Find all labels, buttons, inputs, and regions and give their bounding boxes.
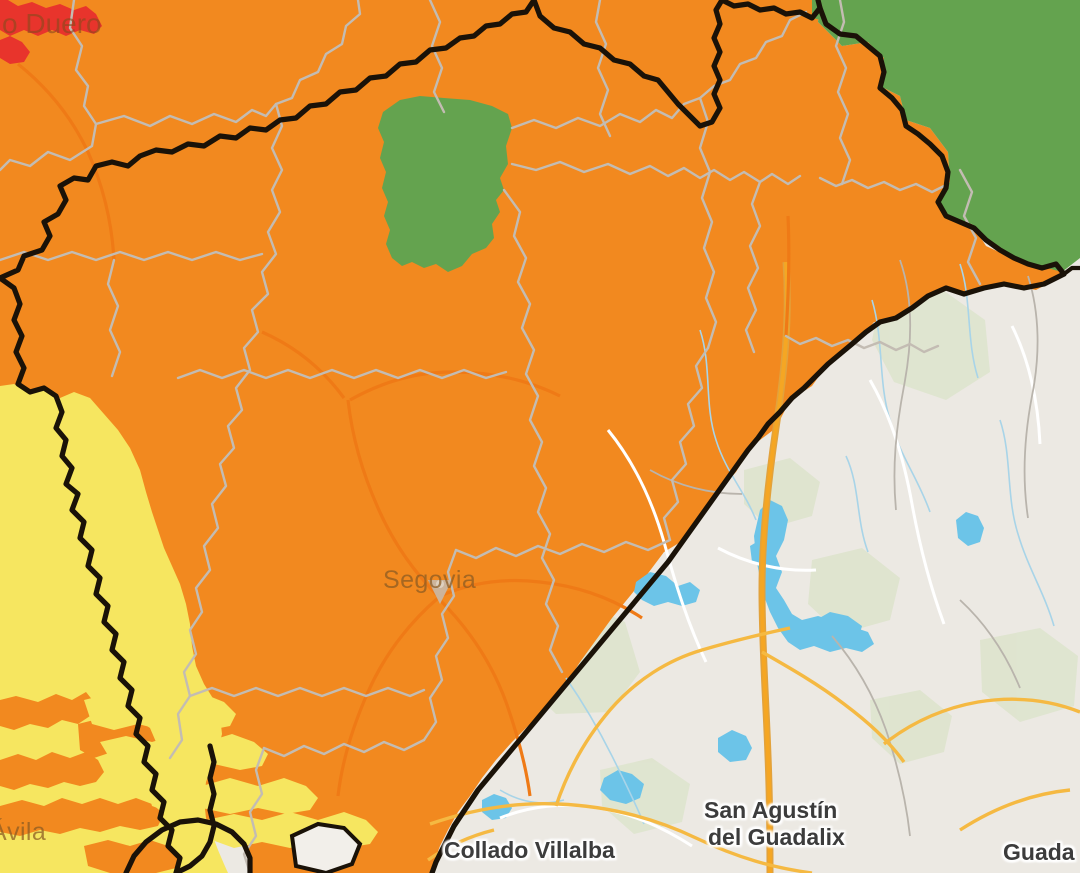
- warning-area-red[interactable]: [0, 0, 102, 36]
- segovia-city-marker[interactable]: [428, 580, 452, 604]
- roads-orange-secondary: [427, 626, 1080, 873]
- roads-over-warning: [17, 62, 791, 797]
- warning-area-red-2[interactable]: [0, 36, 30, 64]
- roads-secondary: [649, 259, 1039, 837]
- enclave-no-warning: [289, 821, 363, 873]
- municipal-boundaries: [0, 0, 982, 873]
- water-bodies: [482, 500, 984, 820]
- highway-a1: [758, 261, 791, 873]
- warning-area-green-municipality[interactable]: [378, 96, 512, 272]
- province-border-accents: [1062, 265, 1080, 276]
- streams: [499, 263, 1055, 825]
